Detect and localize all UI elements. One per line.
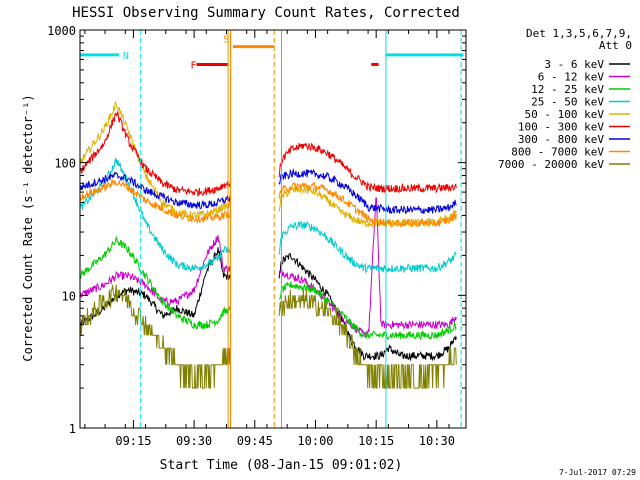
- series-line-6-1: [278, 168, 457, 215]
- y-axis-label: Corrected Count Rate (s⁻¹ detector⁻¹): [21, 94, 35, 361]
- series-line-7-1: [278, 181, 457, 229]
- series-line-7-0: [79, 179, 231, 225]
- series-line-2-0: [79, 236, 231, 331]
- y-tick-label-2: 100: [54, 157, 76, 171]
- legend-title-0: Det 1,3,5,6,7,9,: [526, 27, 632, 40]
- status-bar-label-2: F: [191, 60, 197, 71]
- plot-frame: [79, 29, 467, 429]
- series-line-2-1: [278, 281, 457, 341]
- series-line-4-1: [278, 185, 457, 229]
- legend-label-2: 12 - 25 keV: [531, 83, 604, 96]
- series-line-1-0: [79, 235, 231, 307]
- footer-timestamp: 7-Jul-2017 07:29: [559, 468, 636, 477]
- x-tick-label-2: 09:45: [237, 434, 273, 448]
- axes: 1 10 100 1000 09:15 09:30 09:45 10:00 10:15 10:30: [47, 24, 467, 448]
- legend-label-7: 800 - 7000 keV: [511, 146, 604, 159]
- status-bar-label-0: N: [123, 51, 129, 62]
- x-tick-label-4: 10:15: [358, 434, 394, 448]
- status-bar-label-4: S: [223, 35, 229, 46]
- series-line-3-1: [278, 220, 457, 275]
- series-line-5-1: [278, 142, 457, 194]
- x-tick-label-1: 09:30: [176, 434, 212, 448]
- x-tick-label-3: 10:00: [297, 434, 333, 448]
- x-axis-label: Start Time (08-Jan-15 09:01:02): [160, 458, 403, 473]
- legend-label-8: 7000 - 20000 keV: [498, 158, 604, 171]
- series-line-6-0: [79, 171, 231, 210]
- series-line-4-0: [79, 101, 231, 220]
- series-line-5-0: [79, 111, 231, 197]
- plot-area: N F S: [79, 30, 464, 428]
- legend-label-3: 25 - 50 keV: [531, 96, 604, 109]
- legend-label-5: 100 - 300 keV: [518, 121, 604, 134]
- y-tick-label-3: 1000: [47, 24, 76, 38]
- legend-label-4: 50 - 100 keV: [525, 108, 605, 121]
- series-line-0-1: [278, 253, 457, 362]
- series-line-8-1: [278, 289, 457, 389]
- x-tick-label-5: 10:30: [419, 434, 455, 448]
- legend-label-6: 300 - 800 keV: [518, 133, 604, 146]
- legend-title-1: Att 0: [599, 39, 632, 52]
- legend-label-1: 6 - 12 keV: [538, 71, 605, 84]
- y-tick-label-1: 10: [62, 289, 76, 303]
- chart-title: HESSI Observing Summary Count Rates, Cor…: [72, 5, 460, 21]
- legend-label-0: 3 - 6 keV: [544, 58, 604, 71]
- x-tick-label-0: 09:15: [115, 434, 151, 448]
- y-tick-label-0: 1: [69, 422, 76, 436]
- series-line-8-0: [80, 284, 231, 389]
